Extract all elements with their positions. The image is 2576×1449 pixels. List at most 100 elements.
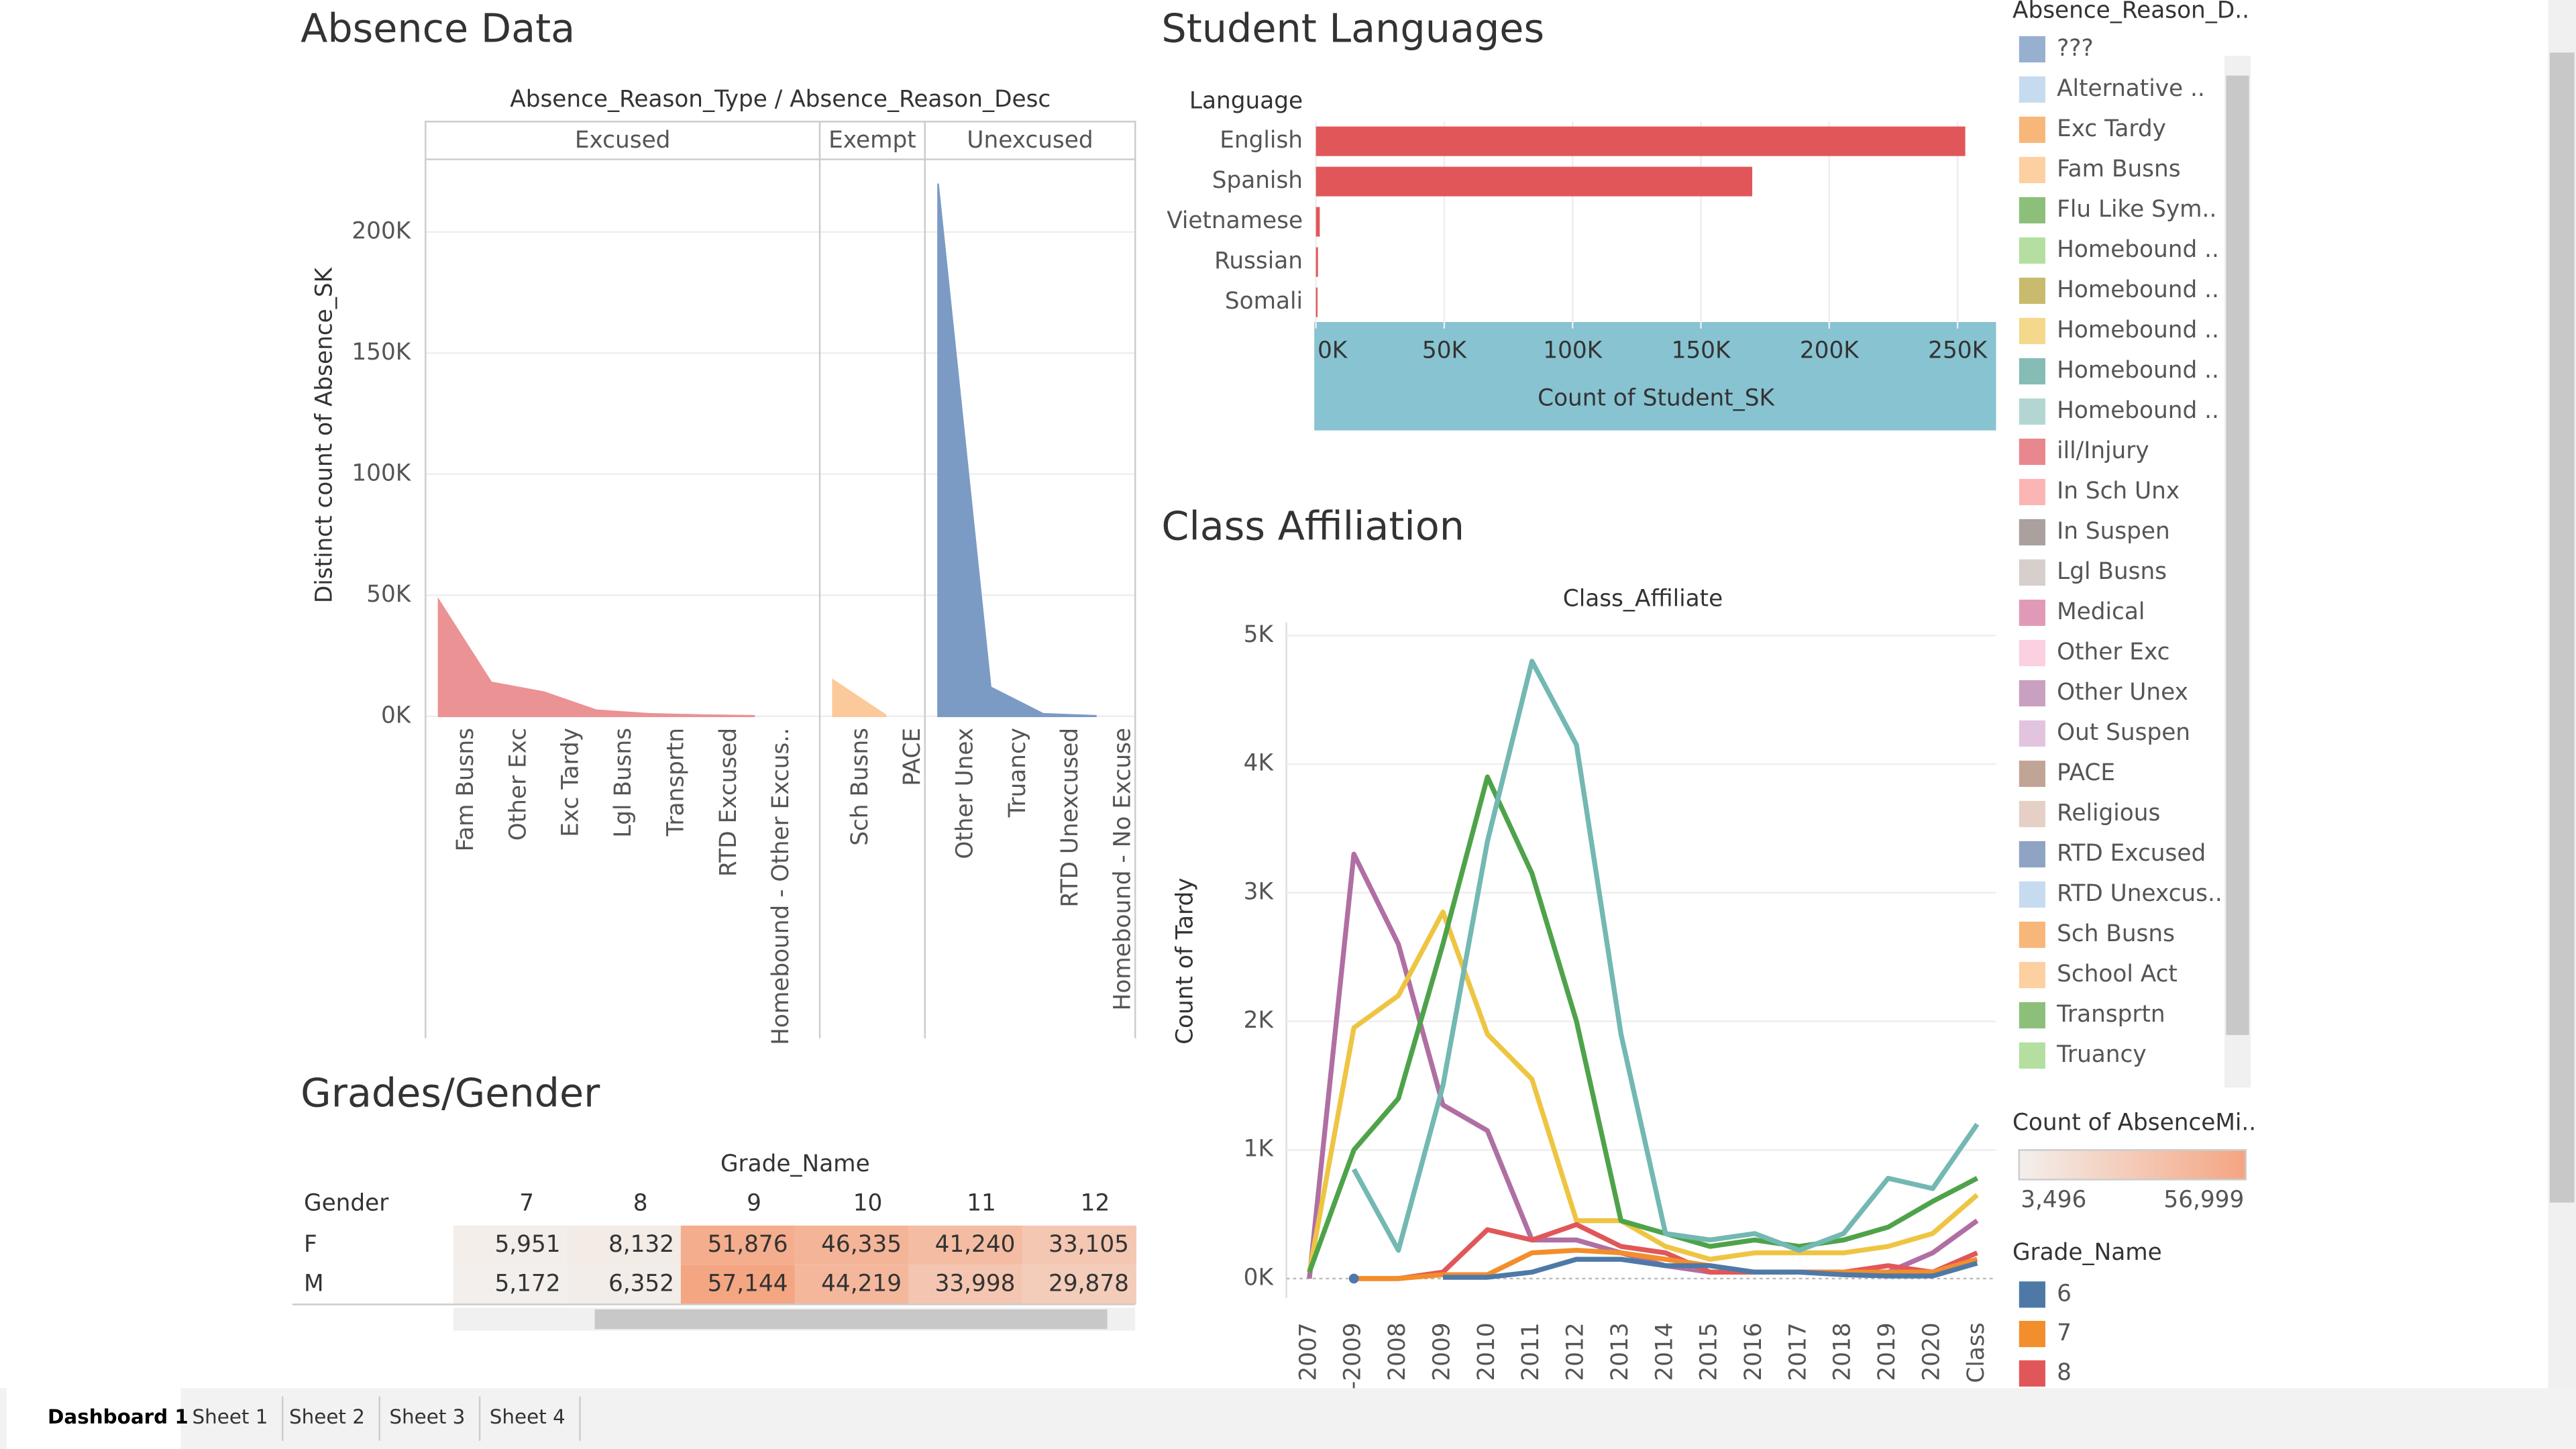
legend-label[interactable]: Truancy <box>2056 1041 2147 1068</box>
legend-label[interactable]: RTD Unexcus.. <box>2057 880 2222 907</box>
legend-label[interactable]: PACE <box>2057 759 2115 786</box>
legend-swatch[interactable] <box>2019 1002 2045 1029</box>
legend-label[interactable]: Exc Tardy <box>2057 115 2166 142</box>
legend-label[interactable]: RTD Excused <box>2057 840 2206 867</box>
x-tick-label: 2011 <box>1517 1322 1544 1381</box>
legend-label[interactable]: Other Exc <box>2057 639 2169 665</box>
legend-label[interactable]: In Sch Unx <box>2057 478 2180 504</box>
legend-label[interactable]: Lgl Busns <box>2057 558 2167 585</box>
legend-swatch[interactable] <box>2019 237 2045 264</box>
line-series <box>1442 1256 1978 1280</box>
legend-swatch[interactable] <box>2019 680 2045 707</box>
bar <box>1316 126 1966 156</box>
legend-swatch[interactable] <box>2019 519 2045 546</box>
legend-label[interactable]: Homebound .. <box>2057 397 2219 424</box>
x-tick-label: 2020 <box>1918 1322 1945 1381</box>
legend-label[interactable]: Homebound .. <box>2057 317 2219 343</box>
legend-label[interactable]: School Act <box>2057 961 2178 987</box>
row-header: Language <box>1189 87 1303 114</box>
legend-swatch[interactable] <box>2019 156 2045 184</box>
legend-label[interactable]: Fam Busns <box>2057 156 2180 182</box>
legend-label[interactable]: Out Suspen <box>2057 719 2190 746</box>
legend-label[interactable]: 8 <box>2057 1359 2072 1386</box>
legend-swatch[interactable] <box>2019 358 2045 385</box>
area <box>832 678 887 717</box>
bar <box>1316 247 1318 277</box>
x-tick-label: -2009 <box>1340 1322 1366 1389</box>
bar <box>1316 207 1320 237</box>
cell-value: 29,878 <box>1049 1271 1129 1297</box>
legend-swatch[interactable] <box>2019 36 2045 63</box>
x-tick-label: 0K <box>1318 337 1348 364</box>
cell-value: 33,998 <box>935 1271 1016 1297</box>
tab[interactable]: Sheet 4 <box>490 1405 566 1428</box>
legend-swatch[interactable] <box>2019 921 2045 949</box>
legend-swatch[interactable] <box>2019 116 2045 144</box>
legend-title: Count of AbsenceMi.. <box>2012 1110 2256 1136</box>
table-scroll-thumb[interactable] <box>594 1309 1108 1330</box>
legend-label[interactable]: Alternative .. <box>2057 75 2205 102</box>
table-cell <box>680 1265 796 1305</box>
legend-swatch[interactable] <box>2019 1320 2045 1348</box>
legend-label[interactable]: In Suspen <box>2057 518 2170 545</box>
legend-label[interactable]: ill/Injury <box>2057 437 2149 464</box>
area <box>937 183 1097 717</box>
legend-swatch[interactable] <box>2019 438 2045 466</box>
tab[interactable]: Sheet 3 <box>389 1405 465 1428</box>
legend-label[interactable]: Flu Like Sym.. <box>2057 196 2216 223</box>
group-header: Excused <box>575 127 671 154</box>
legend-label[interactable]: Medical <box>2057 598 2145 625</box>
panel-title: Grades/Gender <box>301 1070 600 1116</box>
y-tick-label: Vietnamese <box>1167 207 1303 234</box>
column-label: 9 <box>747 1190 761 1217</box>
legend-swatch[interactable] <box>2019 1360 2045 1387</box>
legend-swatch[interactable] <box>2019 559 2045 586</box>
x-tick-label: RTD Excused <box>715 728 742 877</box>
legend-swatch[interactable] <box>2019 760 2045 788</box>
legend-swatch[interactable] <box>2019 599 2045 627</box>
x-tick-label: Lgl Busns <box>610 728 637 838</box>
legend-swatch[interactable] <box>2019 841 2045 868</box>
legend-label[interactable]: 6 <box>2057 1280 2072 1307</box>
legend-label[interactable]: Homebound .. <box>2057 357 2219 384</box>
legend-swatch[interactable] <box>2019 277 2045 305</box>
legend-label[interactable]: Homebound .. <box>2057 276 2219 303</box>
legend-swatch[interactable] <box>2019 639 2045 667</box>
active-tab[interactable] <box>6 1388 181 1449</box>
x-tick-label: Homebound - No Excuse <box>1110 728 1136 1011</box>
legend-swatch[interactable] <box>2019 720 2045 747</box>
x-tick-label: Class <box>1963 1322 1990 1383</box>
tab[interactable]: Sheet 1 <box>193 1405 268 1428</box>
legend-label[interactable]: Sch Busns <box>2057 920 2175 947</box>
area <box>437 597 755 717</box>
legend-swatch[interactable] <box>2019 800 2045 828</box>
y-tick-label: 4K <box>1244 750 1275 777</box>
cell-value: 44,219 <box>821 1271 902 1297</box>
legend-swatch[interactable] <box>2019 881 2045 908</box>
table-cell <box>908 1225 1023 1265</box>
legend-label[interactable]: Other Unex <box>2057 679 2188 706</box>
legend-swatch[interactable] <box>2019 317 2045 345</box>
panel-title: Absence Data <box>301 5 575 52</box>
tab[interactable]: Sheet 2 <box>289 1405 365 1428</box>
legend-label[interactable]: Homebound .. <box>2057 236 2219 263</box>
legend-swatch[interactable] <box>2019 961 2045 989</box>
legend-swatch[interactable] <box>2019 197 2045 224</box>
x-tick-label: 2017 <box>1784 1322 1811 1381</box>
tab[interactable]: Dashboard 1 <box>48 1405 189 1428</box>
legend-swatch[interactable] <box>2019 478 2045 506</box>
legend-label[interactable]: Transprtn <box>2056 1001 2165 1028</box>
legend-label[interactable]: 7 <box>2057 1320 2072 1346</box>
legend-swatch[interactable] <box>2019 1042 2045 1069</box>
cell-value: 8,132 <box>608 1231 674 1258</box>
legend-label[interactable]: ??? <box>2057 35 2094 62</box>
page-scroll-thumb[interactable] <box>2549 52 2575 1203</box>
x-tick-label: 150K <box>1672 337 1731 364</box>
table-cell <box>794 1225 910 1265</box>
legend-swatch[interactable] <box>2019 1281 2045 1308</box>
legend-swatch[interactable] <box>2019 398 2045 425</box>
legend-swatch[interactable] <box>2019 76 2045 103</box>
legend-scroll-thumb[interactable] <box>2226 75 2249 1035</box>
legend-label[interactable]: Religious <box>2057 800 2160 826</box>
column-label: 7 <box>519 1190 534 1217</box>
